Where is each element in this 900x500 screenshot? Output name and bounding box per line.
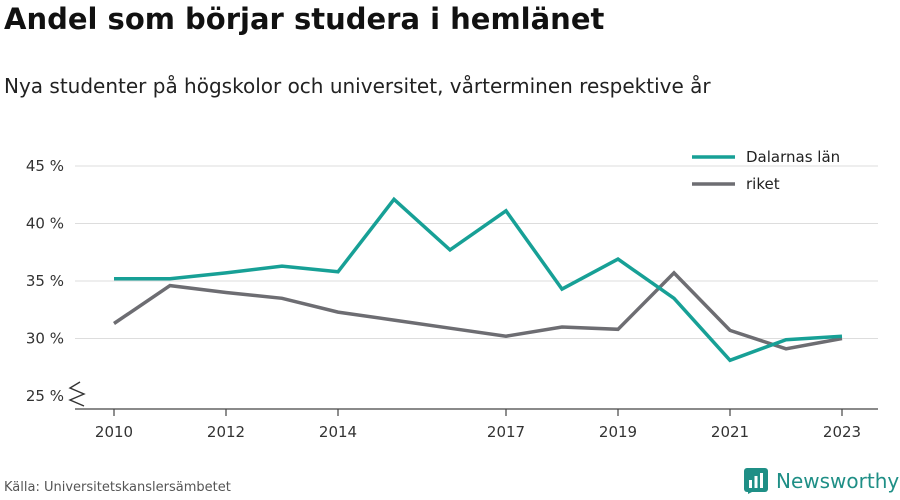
y-tick-label: 30 % xyxy=(26,330,64,348)
gridlines xyxy=(75,165,878,339)
y-tick-label: 45 % xyxy=(26,157,64,175)
x-tick-label: 2012 xyxy=(207,423,245,441)
series-lines xyxy=(113,196,843,363)
x-tick-label: 2023 xyxy=(823,423,861,441)
axis-break-icon xyxy=(68,381,86,407)
line-chart: 25 %30 %35 %40 %45 % 2010 2012 2014 2017 201… xyxy=(26,148,878,441)
x-tick-label: 2021 xyxy=(711,423,749,441)
x-axis xyxy=(68,381,878,410)
x-tick-label: 2014 xyxy=(319,423,357,441)
y-axis-ticks: 25 % 30 % 35 % 40 % 45 % xyxy=(26,157,64,405)
brand-name: Newsworthy xyxy=(776,469,900,493)
series-line-riket xyxy=(113,270,843,351)
y-tick-label: 25 % xyxy=(26,387,64,405)
y-tick-label: 40 % xyxy=(26,215,64,233)
chart-subtitle: Nya studenter på högskolor och universit… xyxy=(4,74,711,98)
newsworthy-icon xyxy=(744,468,768,494)
chart-title: Andel som börjar studera i hemlänet xyxy=(4,2,605,36)
legend-label: Dalarnas län xyxy=(746,148,840,166)
source-note: Källa: Universitetskanslersämbetet xyxy=(4,480,231,495)
legend-label: riket xyxy=(746,175,780,193)
x-axis-ticks: 2010 2012 2014 2017 2019 2021 2023 xyxy=(95,409,861,441)
x-tick-label: 2017 xyxy=(487,423,525,441)
legend: Dalarnas län riket xyxy=(692,148,840,193)
newsworthy-logo: Newsworthy xyxy=(744,468,899,494)
x-tick-label: 2010 xyxy=(95,423,133,441)
series-line-dalarnas-lan xyxy=(114,196,843,363)
y-tick-label: 35 % xyxy=(26,272,64,290)
x-tick-label: 2019 xyxy=(599,423,637,441)
